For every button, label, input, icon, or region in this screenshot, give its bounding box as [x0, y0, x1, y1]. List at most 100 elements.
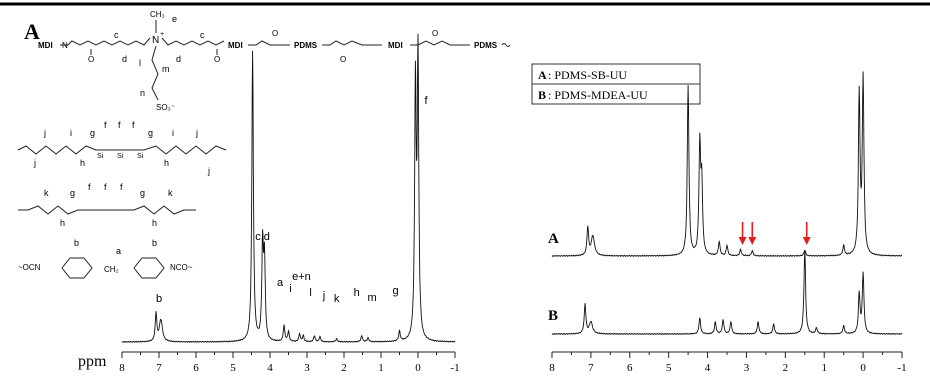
spectrum-b: [551, 250, 903, 336]
peak-annotations-left: bc,da ie+nl j k h mgf: [156, 95, 429, 305]
left-tick-label: 8: [119, 362, 125, 374]
peak-label-m: m: [367, 292, 376, 304]
site-l: l: [139, 58, 141, 68]
peak-label-a: a: [277, 277, 284, 289]
ppm-axis-left: 8 7 6 5 4 3 2 1 0 -1: [119, 351, 460, 374]
right-tick-label: 2: [783, 362, 789, 374]
peak-label-l: l: [309, 287, 311, 299]
mdi-label-b1: b: [74, 238, 79, 248]
ether-label-f2: f: [118, 120, 121, 130]
left-panel: A MDI N O CH₃ e N + c d d c O MDI O PDMS…: [17, 10, 511, 374]
red-arrows: [738, 222, 811, 245]
series-label-a: A: [548, 231, 559, 247]
segment-mdi-2: MDI: [228, 41, 243, 50]
right-tick-label: 1: [821, 362, 827, 374]
peak-label-k: k: [334, 293, 340, 305]
pdms-amine-structure: k g f f f g k h h: [18, 182, 196, 228]
amine-label-k2: k: [168, 188, 173, 198]
methyl-label: CH₃: [150, 10, 165, 19]
backbone-bonds-2: [161, 37, 225, 46]
peak-label-h: h: [354, 287, 360, 299]
left-tick-label: 3: [304, 362, 310, 374]
right-tick-label: 3: [744, 362, 750, 374]
peak-label-b: b: [156, 293, 162, 305]
peak-label-j: j: [322, 290, 325, 302]
left-tick-label: 6: [193, 362, 199, 374]
legend-key-b: B: [538, 88, 546, 102]
right-tick-label: -1: [897, 362, 906, 374]
atom-o-carbonyl-5: O: [432, 29, 438, 38]
ether-label-i1: i: [70, 128, 72, 138]
right-tick-label: 4: [705, 362, 711, 374]
atom-n-1: N: [62, 41, 68, 50]
spectrum-trace-left: [121, 33, 456, 343]
right-tick-label: 0: [860, 362, 866, 374]
segment-pdms-2: PDMS: [474, 41, 498, 50]
mdi-left-end: ~OCN: [18, 263, 41, 272]
mdi-label-a: a: [116, 246, 121, 256]
ether-label-g2: g: [148, 128, 153, 138]
legend-text-b: : PDMS-MDEA-UU: [548, 88, 648, 102]
mdi-label-b2: b: [152, 238, 157, 248]
mdi-ring-left: [61, 257, 93, 279]
right-tick-label: 6: [627, 362, 633, 374]
segment-pdms-1: PDMS: [294, 41, 318, 50]
segment-mdi-1: MDI: [38, 41, 53, 50]
series-label-b: B: [548, 308, 558, 324]
amine-label-h1: h: [60, 218, 65, 228]
mdi-right-end: NCO~: [170, 263, 193, 272]
peak-label-i: i: [289, 283, 291, 295]
ether-label-h2: h: [164, 158, 169, 168]
left-tick-label: -1: [450, 362, 459, 374]
site-n: n: [140, 88, 145, 98]
peak-label-en: e+n: [292, 271, 311, 283]
site-c-right: c: [200, 30, 205, 40]
peak-label-cd: c,d: [255, 231, 270, 243]
segment-mdi-3: MDI: [388, 41, 403, 50]
left-tick-label: 2: [341, 362, 347, 374]
red-arrow-head: [748, 237, 757, 245]
mdi-ch2: CH₂: [104, 265, 119, 274]
peak-label-g: g: [392, 285, 398, 297]
site-m: m: [162, 64, 170, 74]
site-c-left: c: [114, 30, 119, 40]
ether-label-j3: j: [33, 158, 36, 168]
spectrum-trace-b: [551, 250, 903, 336]
backbone-structure: MDI N O CH₃ e N + c d d c O MDI O PDMS O…: [38, 10, 511, 112]
backbone-bonds-5: [410, 40, 470, 46]
right-tick-label: 8: [549, 362, 555, 374]
peak-label-f: f: [424, 95, 428, 107]
amine-label-g1: g: [70, 188, 75, 198]
legend-key-a: A: [538, 68, 547, 82]
axis-label-ppm: ppm: [78, 353, 107, 370]
left-tick-label: 0: [415, 362, 421, 374]
ether-label-j1: j: [43, 128, 46, 138]
ether-label-i2: i: [172, 128, 174, 138]
sulfonate: SO₃⁻: [156, 103, 175, 112]
left-tick-label: 1: [378, 362, 384, 374]
ether-label-h1: h: [80, 158, 85, 168]
spectrum-trace-a: [551, 71, 903, 258]
spectrum-a: [551, 71, 903, 258]
ppm-axis-right: 8 7 6 5 4 3 2 1 0 -1: [549, 351, 907, 374]
atom-o-carbonyl-3: O: [272, 29, 278, 38]
red-arrow-head: [802, 237, 811, 245]
site-d-right: d: [176, 54, 181, 64]
ether-label-f1: f: [104, 120, 107, 130]
ether-label-j2: j: [195, 128, 198, 138]
site-d-left: d: [122, 54, 127, 64]
amine-label-f1: f: [88, 182, 91, 192]
atom-o-carbonyl-2: O: [214, 55, 220, 64]
mdi-ring-right: [133, 257, 165, 279]
ether-si-2: Si: [117, 153, 124, 160]
sulfobetaine-arm: [151, 45, 159, 101]
backbone-bonds-4: [322, 40, 382, 46]
spectrum-left: [121, 33, 456, 343]
pdms-ether-chain: [17, 145, 227, 155]
ether-si-3: Si: [137, 153, 144, 160]
ether-label-g1: g: [90, 128, 95, 138]
atom-o-carbonyl-4: O: [340, 55, 346, 64]
legend-text-a: : PDMS-SB-UU: [548, 68, 627, 82]
pdms-ether-structure: j i g f f f g i j h h j j Si Si Si: [17, 120, 227, 176]
